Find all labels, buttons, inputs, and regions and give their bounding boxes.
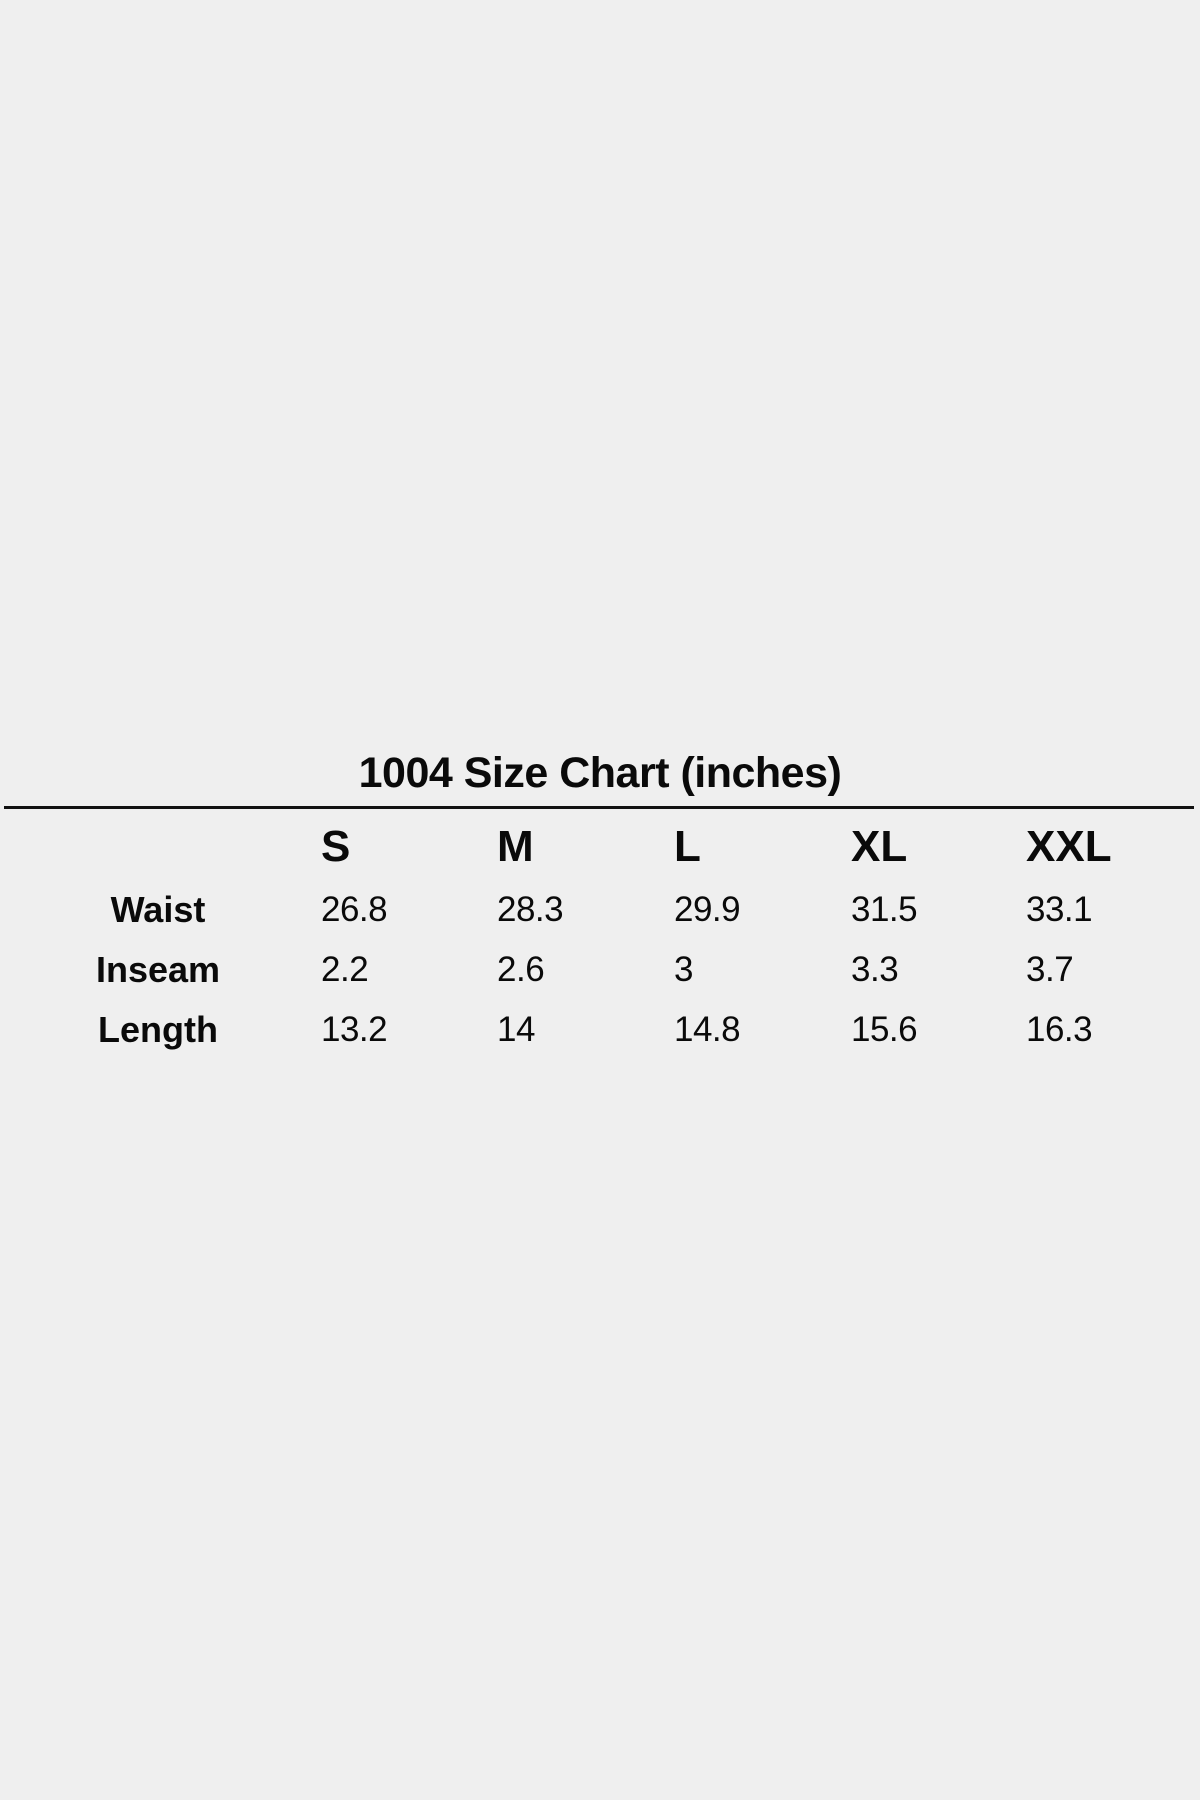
table-cell: 2.6 xyxy=(497,950,545,989)
row-label-waist: Waist xyxy=(110,889,206,930)
table-cell: 31.5 xyxy=(851,890,918,929)
column-header-xl: XL xyxy=(851,822,908,871)
size-chart-title: 1004 Size Chart (inches) xyxy=(358,749,842,797)
table-cell: 28.3 xyxy=(497,890,564,929)
table-cell: 13.2 xyxy=(321,1010,388,1049)
title-divider xyxy=(4,806,1194,809)
table-cell: 14 xyxy=(497,1010,535,1049)
table-cell: 33.1 xyxy=(1026,890,1093,929)
table-cell: 3.7 xyxy=(1026,950,1074,989)
table-cell: 29.9 xyxy=(674,890,741,929)
table-cell: 2.2 xyxy=(321,950,369,989)
table-cell: 26.8 xyxy=(321,890,388,929)
table-cell: 15.6 xyxy=(851,1010,918,1049)
column-header-s: S xyxy=(321,822,351,871)
row-label-inseam: Inseam xyxy=(95,949,221,990)
table-cell: 3.3 xyxy=(851,950,899,989)
table-cell: 14.8 xyxy=(674,1010,741,1049)
table-cell: 3 xyxy=(674,950,693,989)
column-header-l: L xyxy=(674,822,701,871)
table-cell: 16.3 xyxy=(1026,1010,1093,1049)
column-header-m: M xyxy=(497,822,534,871)
row-label-length: Length xyxy=(98,1009,218,1050)
column-header-xxl: XXL xyxy=(1026,822,1112,871)
